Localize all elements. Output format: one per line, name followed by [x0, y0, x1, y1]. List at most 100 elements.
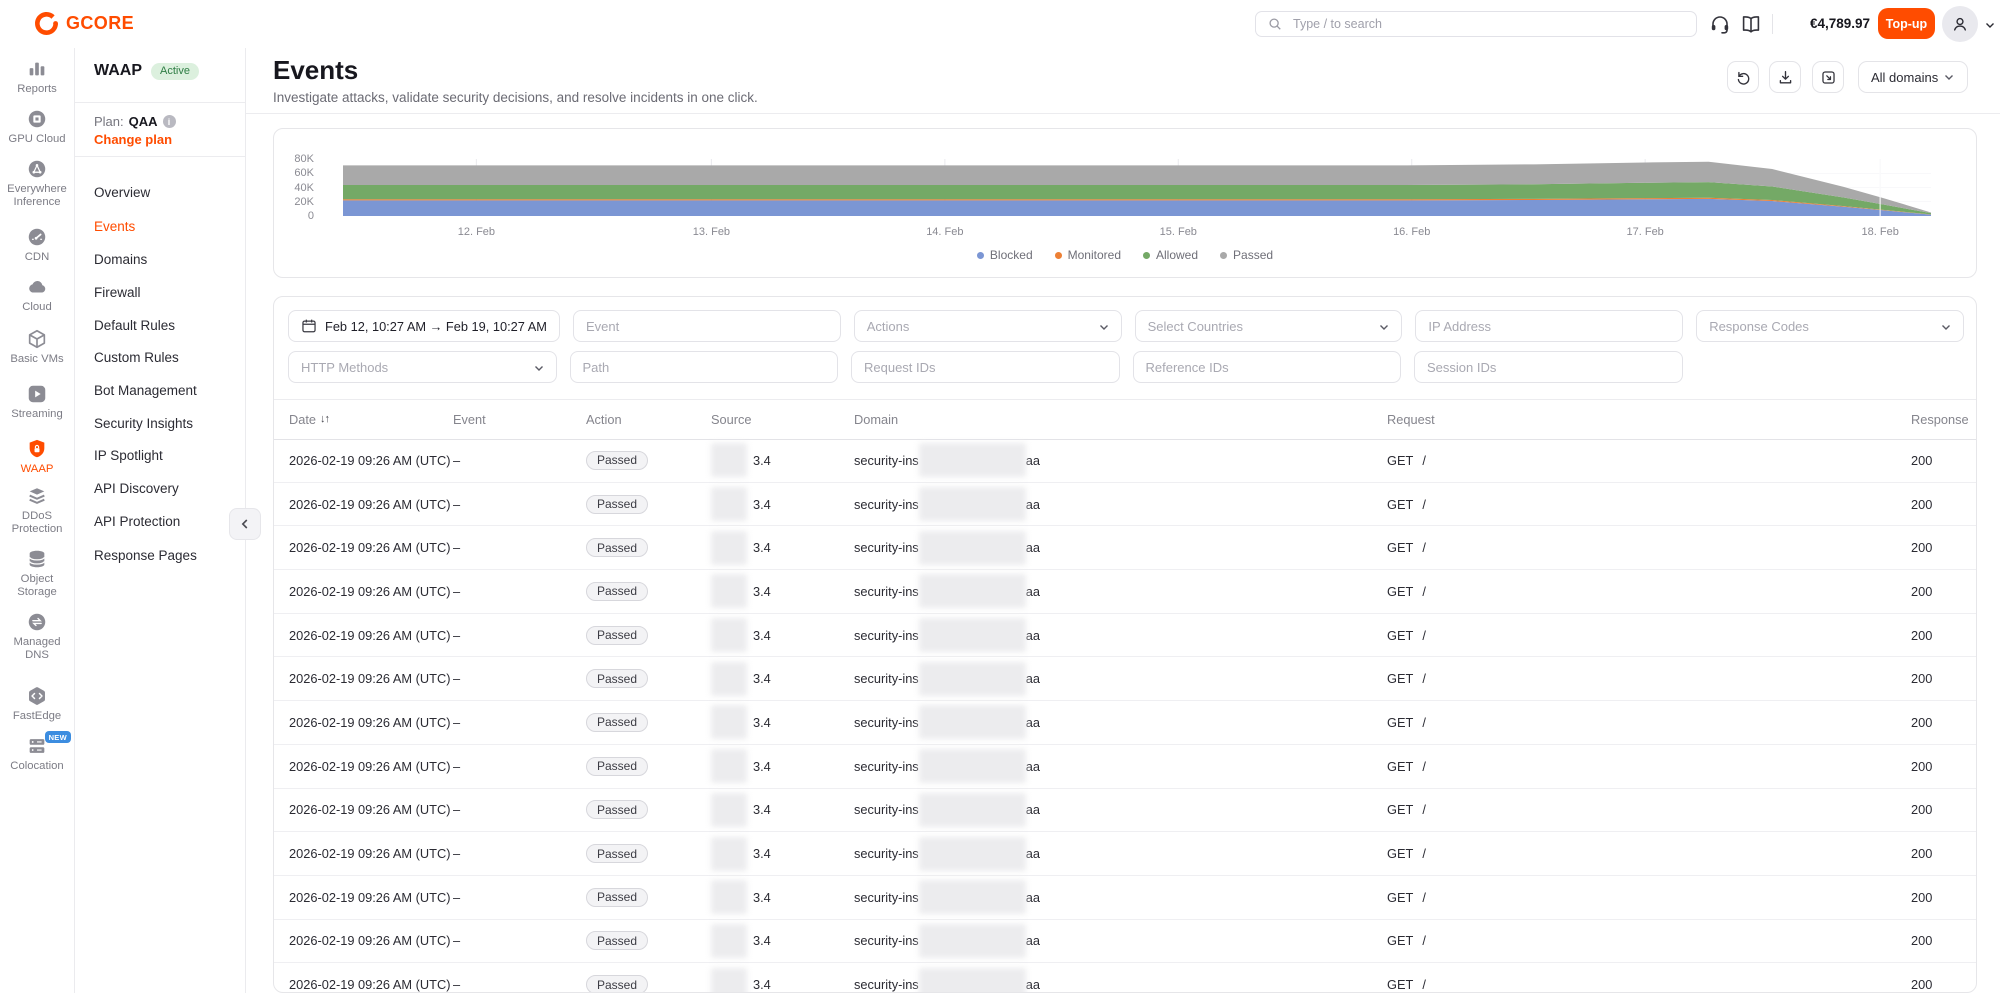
event-date: 2026-02-19 09:26 AM (UTC) [289, 657, 450, 700]
event-filter-input[interactable] [573, 310, 841, 342]
sidebar-item-ddos-protection[interactable]: DDoS Protection [0, 485, 74, 535]
sidebar-item-waap[interactable]: WAAP [0, 438, 74, 476]
event-action-cell: Passed [586, 439, 648, 482]
plan-value: QAA [129, 114, 158, 129]
countries-filter-select[interactable]: Select Countries [1135, 310, 1403, 342]
avatar[interactable] [1942, 6, 1978, 42]
redacted-domain [919, 880, 1026, 914]
sidebar-item-gpu-cloud[interactable]: GPU Cloud [0, 108, 74, 146]
domain-suffix: aa [1026, 715, 1040, 730]
waap-menu-events[interactable]: Events [94, 219, 135, 235]
ip-address-filter-input[interactable] [1415, 310, 1683, 342]
actions-filter-select[interactable]: Actions [854, 310, 1122, 342]
waap-menu-bot-management[interactable]: Bot Management [94, 383, 197, 399]
event-row[interactable]: 2026-02-19 09:26 AM (UTC) – Passed 3.4 s… [274, 832, 1977, 876]
event-row[interactable]: 2026-02-19 09:26 AM (UTC) – Passed 3.4 s… [274, 570, 1977, 614]
waap-menu-ip-spotlight[interactable]: IP Spotlight [94, 448, 163, 464]
sidebar-item-object-storage[interactable]: Object Storage [0, 548, 74, 598]
waap-menu-default-rules[interactable]: Default Rules [94, 318, 175, 334]
waap-menu-api-protection[interactable]: API Protection [94, 514, 180, 530]
legend-dot-icon [977, 252, 984, 259]
database-icon [26, 548, 48, 570]
redacted-source-ip [711, 837, 747, 871]
action-status-badge: Passed [586, 538, 648, 557]
legend-allowed[interactable]: Allowed [1143, 248, 1198, 262]
change-plan-link[interactable]: Change plan [94, 132, 172, 147]
column-header-date[interactable]: Date↓↑ [289, 399, 329, 439]
event-row[interactable]: 2026-02-19 09:26 AM (UTC) – Passed 3.4 s… [274, 439, 1977, 483]
sidebar-item-reports[interactable]: Reports [0, 58, 74, 96]
sidebar-collapse-button[interactable] [229, 508, 261, 540]
account-chevron-down-icon[interactable] [1984, 19, 1996, 31]
redacted-domain [919, 662, 1026, 696]
legend-passed[interactable]: Passed [1220, 248, 1273, 262]
waap-menu-response-pages[interactable]: Response Pages [94, 548, 197, 564]
gcore-logo[interactable]: GCORE [34, 11, 134, 36]
session-ids-filter-input[interactable] [1414, 351, 1683, 383]
sidebar-item-streaming[interactable]: Streaming [0, 383, 74, 421]
header-divider [245, 113, 2000, 114]
event-row[interactable]: 2026-02-19 09:26 AM (UTC) – Passed 3.4 s… [274, 701, 1977, 745]
sidebar-item-cloud[interactable]: Cloud [0, 276, 74, 314]
event-source-cell: 3.4 [711, 701, 771, 744]
waap-menu-domains[interactable]: Domains [94, 252, 147, 268]
event-request-cell: GET / [1387, 439, 1426, 482]
sidebar-item-cdn[interactable]: CDN [0, 226, 74, 264]
legend-monitored[interactable]: Monitored [1055, 248, 1121, 262]
domain-prefix: security-ins [854, 497, 919, 512]
action-status-badge: Passed [586, 757, 648, 776]
date-range-filter[interactable]: Feb 12, 10:27 AM → Feb 19, 10:27 AM [288, 310, 560, 342]
event-row[interactable]: 2026-02-19 09:26 AM (UTC) – Passed 3.4 s… [274, 526, 1977, 570]
support-headset-icon[interactable] [1709, 13, 1731, 35]
waap-menu-custom-rules[interactable]: Custom Rules [94, 350, 179, 366]
legend-blocked[interactable]: Blocked [977, 248, 1033, 262]
waap-menu-api-discovery[interactable]: API Discovery [94, 481, 179, 497]
waap-menu-firewall[interactable]: Firewall [94, 285, 141, 301]
domain-suffix: aa [1026, 846, 1040, 861]
event-row[interactable]: 2026-02-19 09:26 AM (UTC) – Passed 3.4 s… [274, 614, 1977, 658]
domain-suffix: aa [1026, 759, 1040, 774]
search-input[interactable] [1291, 16, 1684, 32]
event-row[interactable]: 2026-02-19 09:26 AM (UTC) – Passed 3.4 s… [274, 963, 1977, 993]
download-button[interactable] [1769, 61, 1801, 93]
sidebar-item-everywhere-inference[interactable]: Everywhere Inference [0, 158, 74, 208]
sidebar-item-basic-vms[interactable]: Basic VMs [0, 328, 74, 366]
event-response-code: 200 [1911, 963, 1932, 993]
event-row[interactable]: 2026-02-19 09:26 AM (UTC) – Passed 3.4 s… [274, 745, 1977, 789]
sidebar-item-fastedge[interactable]: FastEdge [0, 685, 74, 723]
sidebar-item-managed-dns[interactable]: Managed DNS [0, 611, 74, 661]
event-row[interactable]: 2026-02-19 09:26 AM (UTC) – Passed 3.4 s… [274, 483, 1977, 527]
event-row[interactable]: 2026-02-19 09:26 AM (UTC) – Passed 3.4 s… [274, 920, 1977, 964]
http-methods-filter-select[interactable]: HTTP Methods [288, 351, 557, 383]
domain-select[interactable]: All domains [1858, 61, 1968, 93]
response-codes-filter-select[interactable]: Response Codes [1696, 310, 1964, 342]
event-row[interactable]: 2026-02-19 09:26 AM (UTC) – Passed 3.4 s… [274, 657, 1977, 701]
sidebar-item-colocation[interactable]: NEW Colocation [0, 735, 74, 773]
reference-ids-filter-input[interactable] [1133, 351, 1402, 383]
sidebar-item-label: GPU Cloud [6, 133, 67, 146]
x-tick-label: 18. Feb [1862, 226, 1899, 238]
global-search[interactable] [1255, 11, 1697, 37]
source-suffix: 3.4 [753, 671, 771, 686]
sidebar-item-label: WAAP [19, 463, 56, 476]
event-row[interactable]: 2026-02-19 09:26 AM (UTC) – Passed 3.4 s… [274, 876, 1977, 920]
info-icon[interactable]: i [163, 115, 176, 128]
redacted-source-ip [711, 880, 747, 914]
event-source-cell: 3.4 [711, 832, 771, 875]
domain-suffix: aa [1026, 802, 1040, 817]
chart-x-axis: 12. Feb13. Feb14. Feb15. Feb16. Feb17. F… [274, 226, 1976, 240]
path-filter-input[interactable] [570, 351, 839, 383]
event-source-cell: 3.4 [711, 876, 771, 919]
event-domain-cell: security-ins aa [854, 876, 1040, 919]
waap-menu-security-insights[interactable]: Security Insights [94, 416, 193, 432]
event-row[interactable]: 2026-02-19 09:26 AM (UTC) – Passed 3.4 s… [274, 789, 1977, 833]
event-response-code: 200 [1911, 920, 1932, 963]
docs-book-icon[interactable] [1740, 13, 1762, 35]
sort-icon[interactable]: ↓↑ [320, 413, 329, 425]
waap-menu-overview[interactable]: Overview [94, 185, 150, 201]
reset-button[interactable] [1727, 61, 1759, 93]
top-up-button[interactable]: Top-up [1878, 8, 1935, 39]
event-date: 2026-02-19 09:26 AM (UTC) [289, 789, 450, 832]
expand-corner-button[interactable] [1812, 61, 1844, 93]
request-ids-filter-input[interactable] [851, 351, 1120, 383]
